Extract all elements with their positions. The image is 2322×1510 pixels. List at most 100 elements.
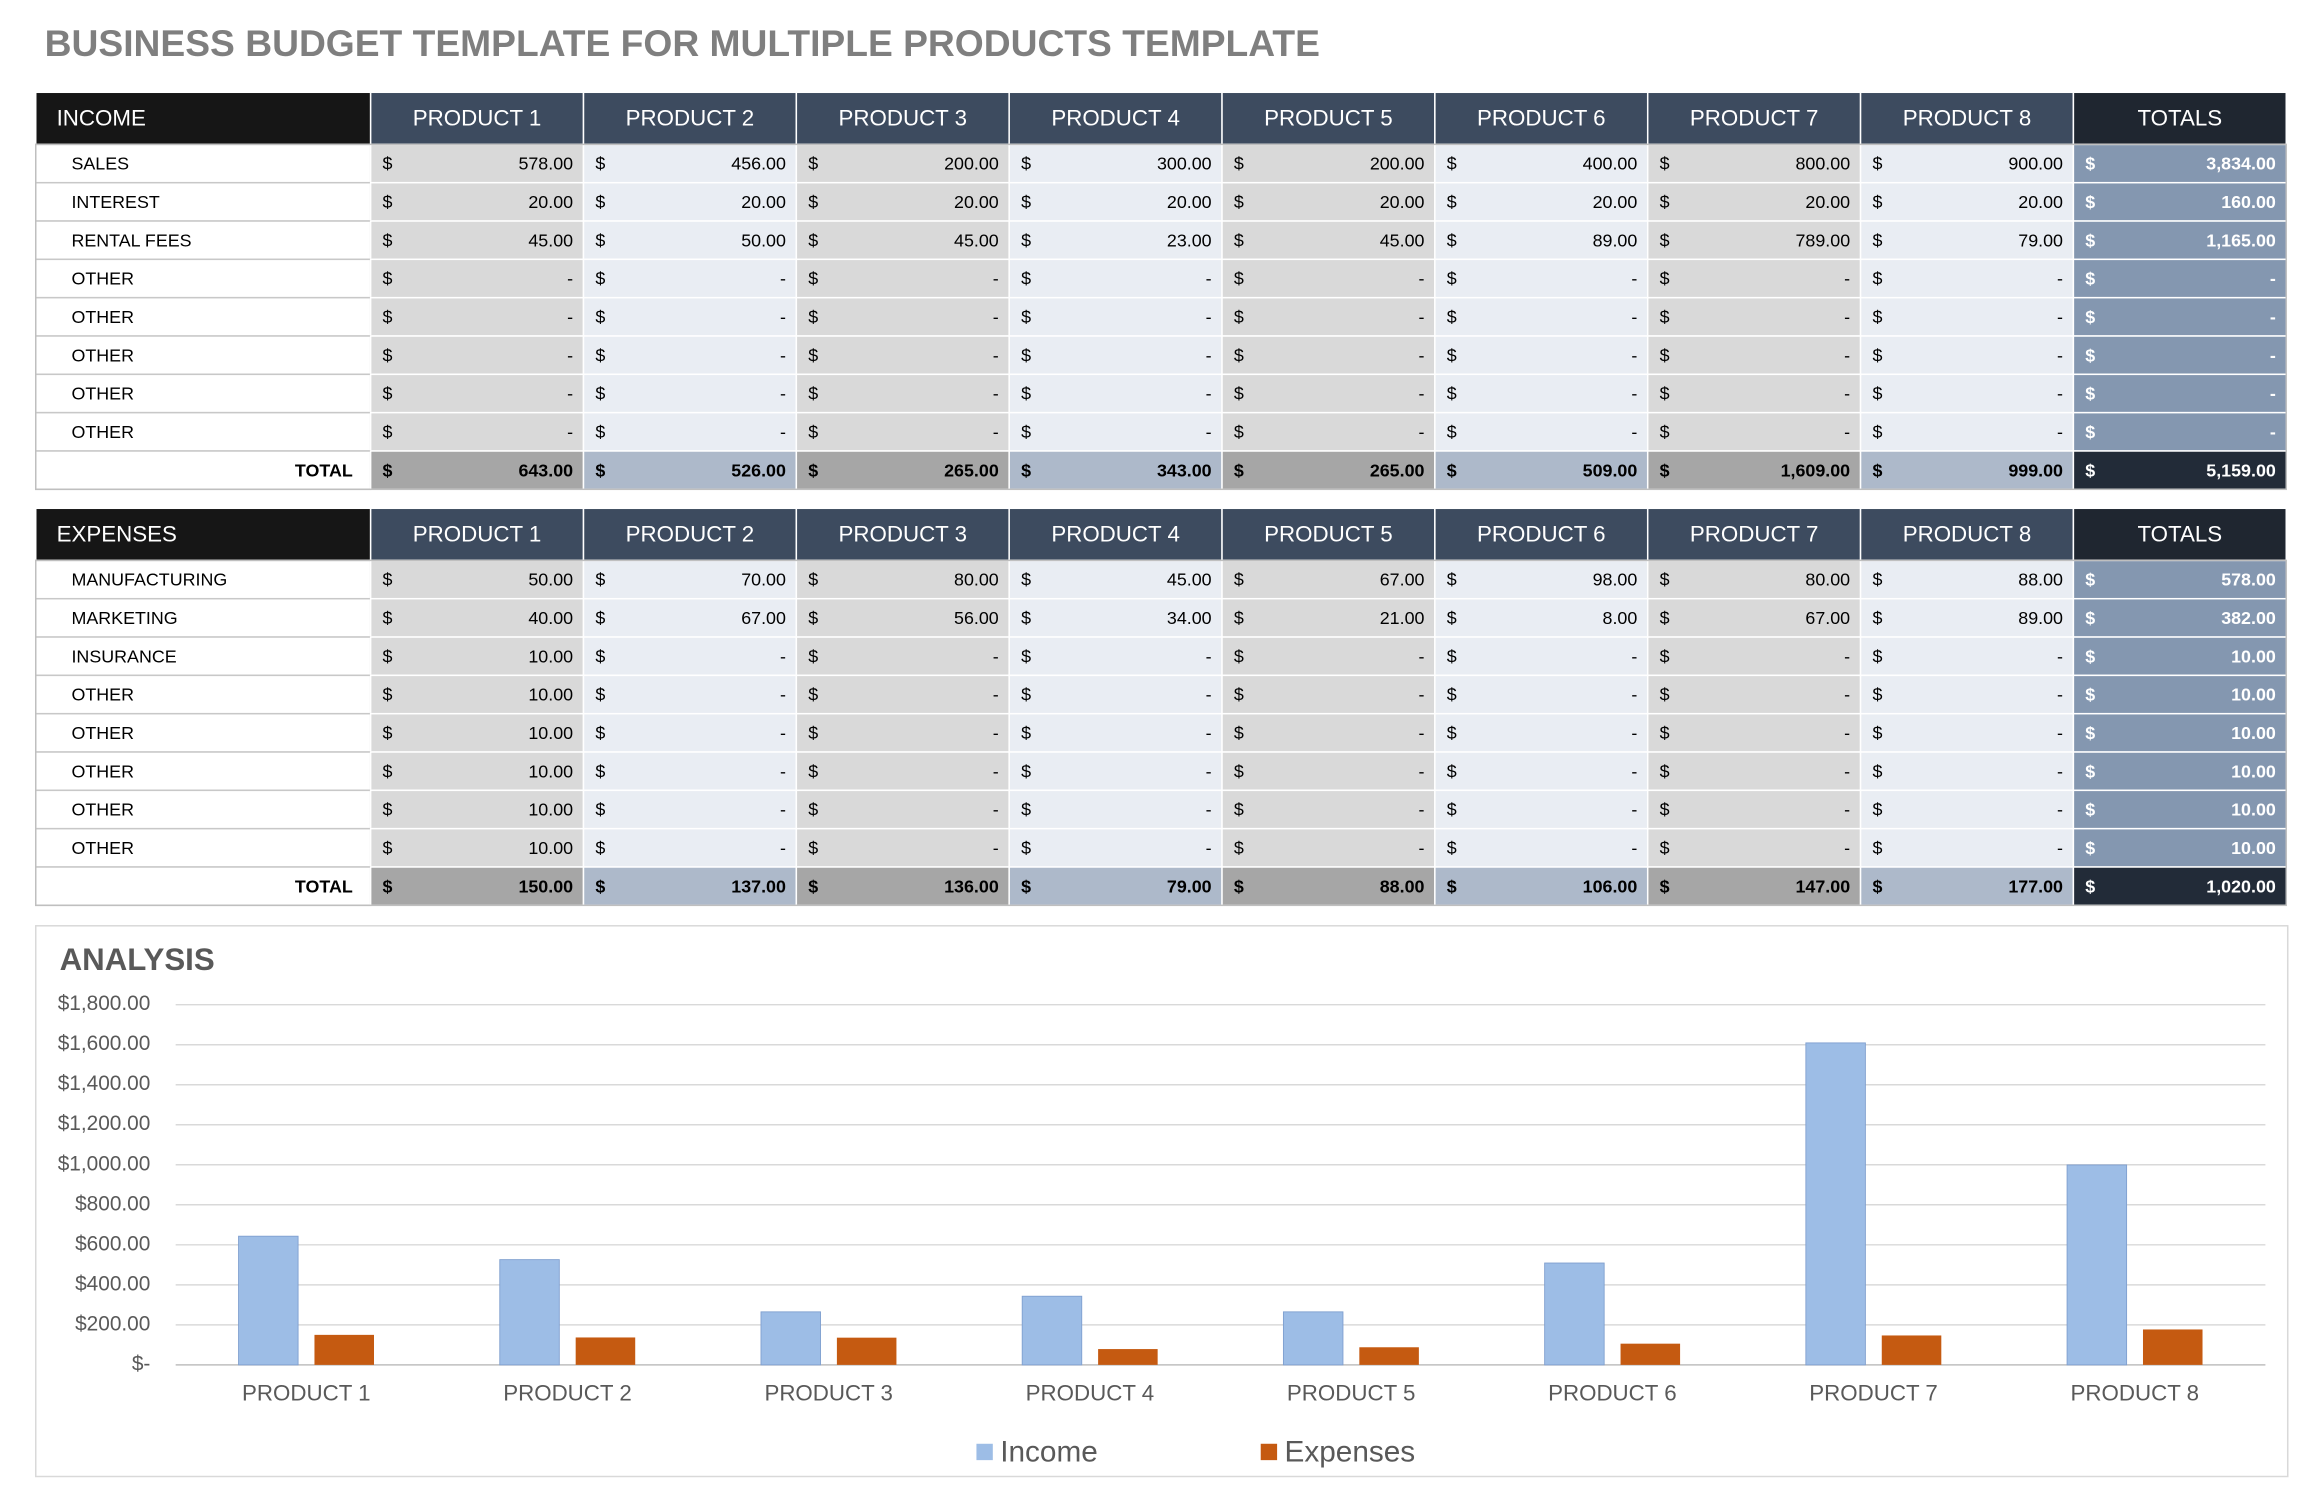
value-cell: [1859, 258, 2075, 299]
cell-value: -: [1418, 422, 1424, 442]
value-cell: [1221, 751, 1436, 792]
currency-symbol: $: [2085, 761, 2095, 781]
cell-value: 400.00: [1583, 154, 1638, 174]
value-cell: [369, 296, 585, 337]
header-cell: [2072, 91, 2287, 146]
value-cell: [1221, 411, 1436, 452]
currency-symbol: $: [1234, 608, 1244, 628]
value-cell: [2072, 411, 2287, 452]
cell-value: 45.00: [954, 230, 999, 250]
value-cell: [1008, 258, 1223, 299]
currency-symbol: $: [1447, 761, 1457, 781]
header-cell: [369, 507, 585, 562]
row-label: INSURANCE: [71, 646, 176, 666]
row-label: MARKETING: [71, 608, 177, 628]
currency-symbol: $: [1872, 230, 1882, 250]
currency-symbol: $: [808, 723, 818, 743]
currency-symbol: $: [1447, 154, 1457, 174]
currency-symbol: $: [808, 384, 818, 404]
currency-symbol: $: [383, 838, 393, 858]
value-cell: [369, 258, 585, 299]
currency-symbol: $: [1447, 800, 1457, 820]
currency-symbol: $: [1021, 723, 1031, 743]
value-cell: [582, 827, 798, 868]
currency-symbol: $: [1447, 723, 1457, 743]
row-label: OTHER: [71, 422, 134, 442]
cell-value: -: [993, 345, 999, 365]
cell-value: -: [1844, 646, 1850, 666]
currency-symbol: $: [595, 800, 605, 820]
y-tick-label: $400.00: [75, 1272, 150, 1295]
cell-value: -: [780, 384, 786, 404]
value-cell: [1646, 636, 1862, 677]
value-cell: [369, 597, 585, 638]
currency-symbol: $: [1447, 192, 1457, 212]
currency-symbol: $: [1234, 876, 1244, 896]
value-cell: [795, 751, 1010, 792]
currency-symbol: $: [2085, 570, 2095, 590]
bar: [575, 1337, 636, 1365]
bar: [836, 1337, 897, 1365]
cell-value: 578.00: [518, 154, 573, 174]
legend-label: Income: [1000, 1435, 1098, 1468]
header-cell: [1646, 91, 1862, 146]
currency-symbol: $: [383, 269, 393, 289]
cell-value: 300.00: [1157, 154, 1212, 174]
currency-symbol: $: [1447, 570, 1457, 590]
currency-symbol: $: [1021, 608, 1031, 628]
cell-value: 89.00: [2018, 608, 2063, 628]
cell-value: 79.00: [2018, 230, 2063, 250]
header-label: PRODUCT 7: [1690, 522, 1819, 547]
cell-value: 382.00: [2221, 608, 2276, 628]
currency-symbol: $: [2085, 723, 2095, 743]
value-cell: [1646, 181, 1862, 222]
cell-value: 20.00: [1380, 192, 1425, 212]
row-label-cell: [35, 296, 372, 337]
cell-value: -: [780, 838, 786, 858]
cell-value: 79.00: [1167, 876, 1212, 896]
bar: [1544, 1262, 1605, 1366]
header-label: PRODUCT 3: [838, 522, 967, 547]
value-cell: [1434, 751, 1649, 792]
cell-value: -: [1418, 307, 1424, 327]
bar: [1805, 1042, 1866, 1366]
cell-value: -: [1418, 345, 1424, 365]
y-tick-label: $1,600.00: [58, 1032, 151, 1055]
cell-value: -: [2057, 307, 2063, 327]
currency-symbol: $: [1234, 800, 1244, 820]
value-cell: [1434, 712, 1649, 753]
currency-symbol: $: [1234, 307, 1244, 327]
cell-value: -: [2057, 384, 2063, 404]
row-label-cell: [35, 220, 372, 261]
cell-value: -: [993, 685, 999, 705]
row-label-cell: [35, 181, 372, 222]
value-cell: [369, 335, 585, 376]
value-cell: [582, 411, 798, 452]
cell-value: -: [1844, 269, 1850, 289]
cell-value: -: [1418, 838, 1424, 858]
value-cell: [1221, 296, 1436, 337]
currency-symbol: $: [1021, 800, 1031, 820]
cell-value: -: [2057, 269, 2063, 289]
currency-symbol: $: [1660, 192, 1670, 212]
currency-symbol: $: [1872, 646, 1882, 666]
value-cell: [582, 296, 798, 337]
currency-symbol: $: [1234, 685, 1244, 705]
cell-value: 160.00: [2221, 192, 2276, 212]
cell-value: -: [993, 723, 999, 743]
row-label-cell: [35, 636, 372, 677]
row-label: OTHER: [71, 761, 134, 781]
value-cell: [582, 258, 798, 299]
cell-value: 1,609.00: [1781, 460, 1851, 480]
currency-symbol: $: [595, 154, 605, 174]
row-label-cell: [35, 450, 372, 491]
bar: [2142, 1329, 2203, 1365]
currency-symbol: $: [808, 192, 818, 212]
cell-value: -: [567, 384, 573, 404]
chart-title: ANALYSIS: [60, 942, 215, 977]
header-label: PRODUCT 8: [1903, 106, 2032, 131]
x-tick-label: PRODUCT 4: [1026, 1381, 1155, 1406]
currency-symbol: $: [2085, 685, 2095, 705]
value-cell: [1434, 789, 1649, 830]
value-cell: [2072, 143, 2287, 184]
